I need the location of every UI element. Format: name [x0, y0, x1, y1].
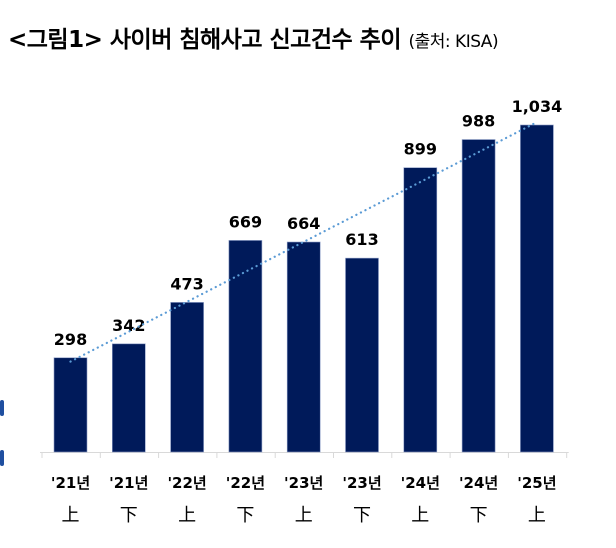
- trendline: [69, 121, 539, 363]
- x-axis-label: '22년: [167, 474, 206, 492]
- chart-title-main: <그림1> 사이버 침해사고 신고건수 추이: [8, 27, 401, 53]
- bar-value-label: 613: [345, 230, 378, 249]
- x-axis-label: '23년: [342, 474, 381, 492]
- bar: [520, 124, 554, 453]
- bar: [286, 241, 321, 453]
- x-axis-label-half: 下: [470, 505, 488, 526]
- bar-value-label: 669: [229, 212, 262, 231]
- bar: [461, 139, 496, 453]
- edge-artifact: [0, 450, 4, 466]
- bar-value-label: 298: [54, 330, 87, 349]
- x-axis-label: '21년: [109, 474, 148, 492]
- x-axis-label-half: 上: [528, 505, 546, 526]
- bar: [345, 257, 379, 453]
- bar: [53, 357, 88, 453]
- x-axis-label: '24년: [459, 474, 498, 492]
- x-axis-label: '25년: [517, 474, 556, 492]
- bar-value-label: 1,034: [512, 97, 563, 116]
- x-axis-label: '21년: [51, 474, 90, 492]
- chart-source: (출처: KISA): [408, 32, 499, 52]
- x-axis-label: '22년: [226, 474, 265, 492]
- x-axis-label-half: 上: [411, 505, 429, 526]
- chart-title: <그림1> 사이버 침해사고 신고건수 추이 (출처: KISA): [8, 20, 499, 54]
- bar: [112, 343, 146, 453]
- x-axis-label-half: 上: [178, 505, 196, 526]
- x-axis-label-half: 下: [120, 505, 138, 526]
- bar-value-label: 899: [404, 140, 437, 159]
- bar-value-label: 473: [170, 274, 203, 293]
- bar: [403, 167, 438, 453]
- x-axis-label-half: 下: [353, 505, 371, 526]
- x-axis-label-half: 上: [62, 505, 80, 526]
- bar-value-label: 342: [112, 316, 145, 335]
- x-axis-label-half: 上: [295, 505, 313, 526]
- x-axis-label: '24년: [401, 474, 440, 492]
- x-axis-label: '23년: [284, 474, 323, 492]
- x-axis-label-half: 下: [236, 505, 254, 526]
- bar: [170, 302, 204, 453]
- bar: [228, 240, 263, 453]
- bar-value-label: 664: [287, 214, 320, 233]
- edge-artifact: [0, 400, 4, 416]
- bar-value-label: 988: [462, 112, 495, 131]
